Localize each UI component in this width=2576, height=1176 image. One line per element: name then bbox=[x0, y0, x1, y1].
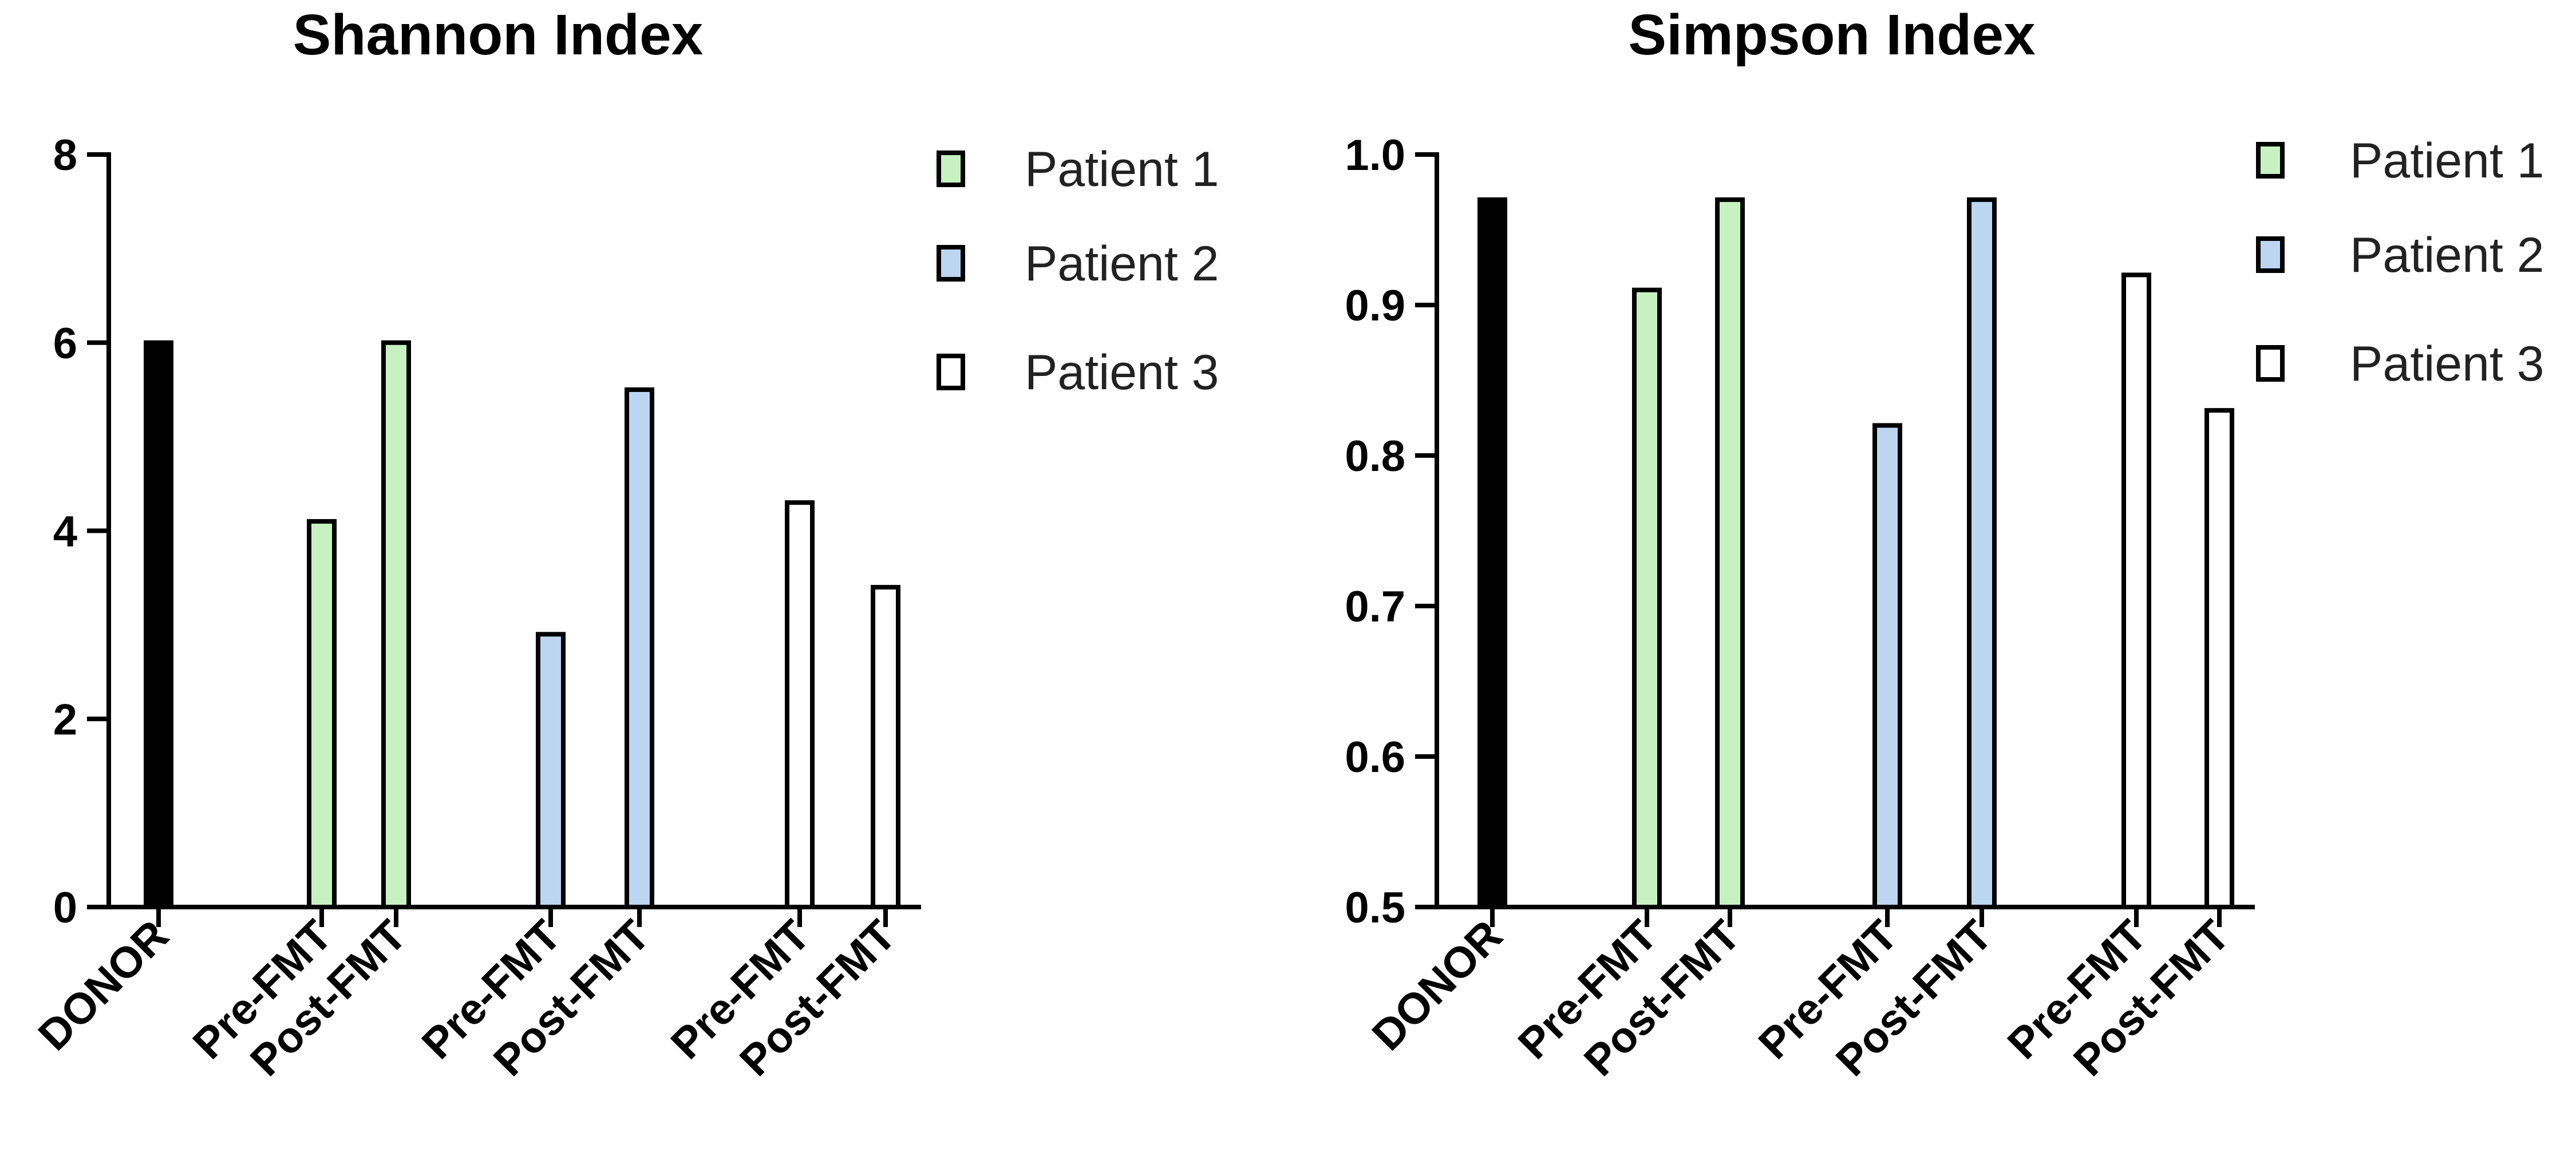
bar-patient_1-post-fmt bbox=[381, 340, 411, 909]
legend-label-patient_2: Patient 2 bbox=[1025, 236, 1219, 291]
bar-patient_1-pre-fmt bbox=[307, 519, 337, 909]
y-tick-label: 4 bbox=[53, 508, 77, 556]
y-tick-label: 1.0 bbox=[1345, 131, 1405, 180]
chart-title: Shannon Index bbox=[293, 3, 704, 67]
bar-patient_2-post-fmt bbox=[625, 387, 654, 909]
legend-label-patient_3: Patient 3 bbox=[2350, 336, 2544, 391]
y-tick-label: 0.8 bbox=[1345, 432, 1405, 481]
bar-patient_3-pre-fmt bbox=[2121, 272, 2151, 909]
y-tick-label: 2 bbox=[53, 695, 77, 744]
bar-patient_2-post-fmt bbox=[1967, 197, 1997, 909]
legend-swatch-patient_1 bbox=[2256, 142, 2285, 179]
bar-patient_1-pre-fmt bbox=[1632, 287, 1662, 910]
legend-swatch-patient_2 bbox=[937, 245, 965, 282]
legend-swatch-patient_3 bbox=[2256, 345, 2285, 382]
x-category-label: DONOR bbox=[1363, 911, 1512, 1060]
y-tick-label: 8 bbox=[53, 131, 77, 180]
bar-patient_3-post-fmt bbox=[871, 585, 900, 909]
legend-label-patient_3: Patient 3 bbox=[1025, 345, 1219, 400]
bar-patient_3-pre-fmt bbox=[785, 500, 815, 909]
legend-label-patient_2: Patient 2 bbox=[2350, 228, 2544, 283]
bar-patient_3-post-fmt bbox=[2204, 408, 2234, 909]
bar-donor-donor bbox=[144, 340, 173, 909]
y-tick-label: 0.6 bbox=[1345, 733, 1405, 782]
legend-swatch-patient_1 bbox=[937, 151, 965, 187]
chart-title: Simpson Index bbox=[1628, 3, 2035, 67]
y-tick-label: 0.7 bbox=[1345, 583, 1405, 631]
y-tick-label: 6 bbox=[53, 319, 77, 368]
legend-swatch-patient_2 bbox=[2256, 236, 2285, 273]
legend-label-patient_1: Patient 1 bbox=[1025, 142, 1219, 197]
y-tick-label: 0.5 bbox=[1345, 884, 1405, 932]
bar-patient_2-pre-fmt bbox=[1872, 423, 1902, 909]
legend-label-patient_1: Patient 1 bbox=[2350, 133, 2544, 188]
simpson-index-chart: Simpson Index0.50.60.70.80.91.0DONORPre-… bbox=[1345, 3, 2544, 1086]
bar-donor-donor bbox=[1477, 197, 1507, 909]
y-tick-label: 0.9 bbox=[1345, 282, 1405, 330]
x-category-label: DONOR bbox=[29, 911, 178, 1060]
legend-swatch-patient_3 bbox=[937, 354, 965, 390]
bar-patient_1-post-fmt bbox=[1715, 197, 1745, 909]
bar-patient_2-pre-fmt bbox=[536, 632, 566, 909]
y-tick-label: 0 bbox=[53, 884, 77, 932]
